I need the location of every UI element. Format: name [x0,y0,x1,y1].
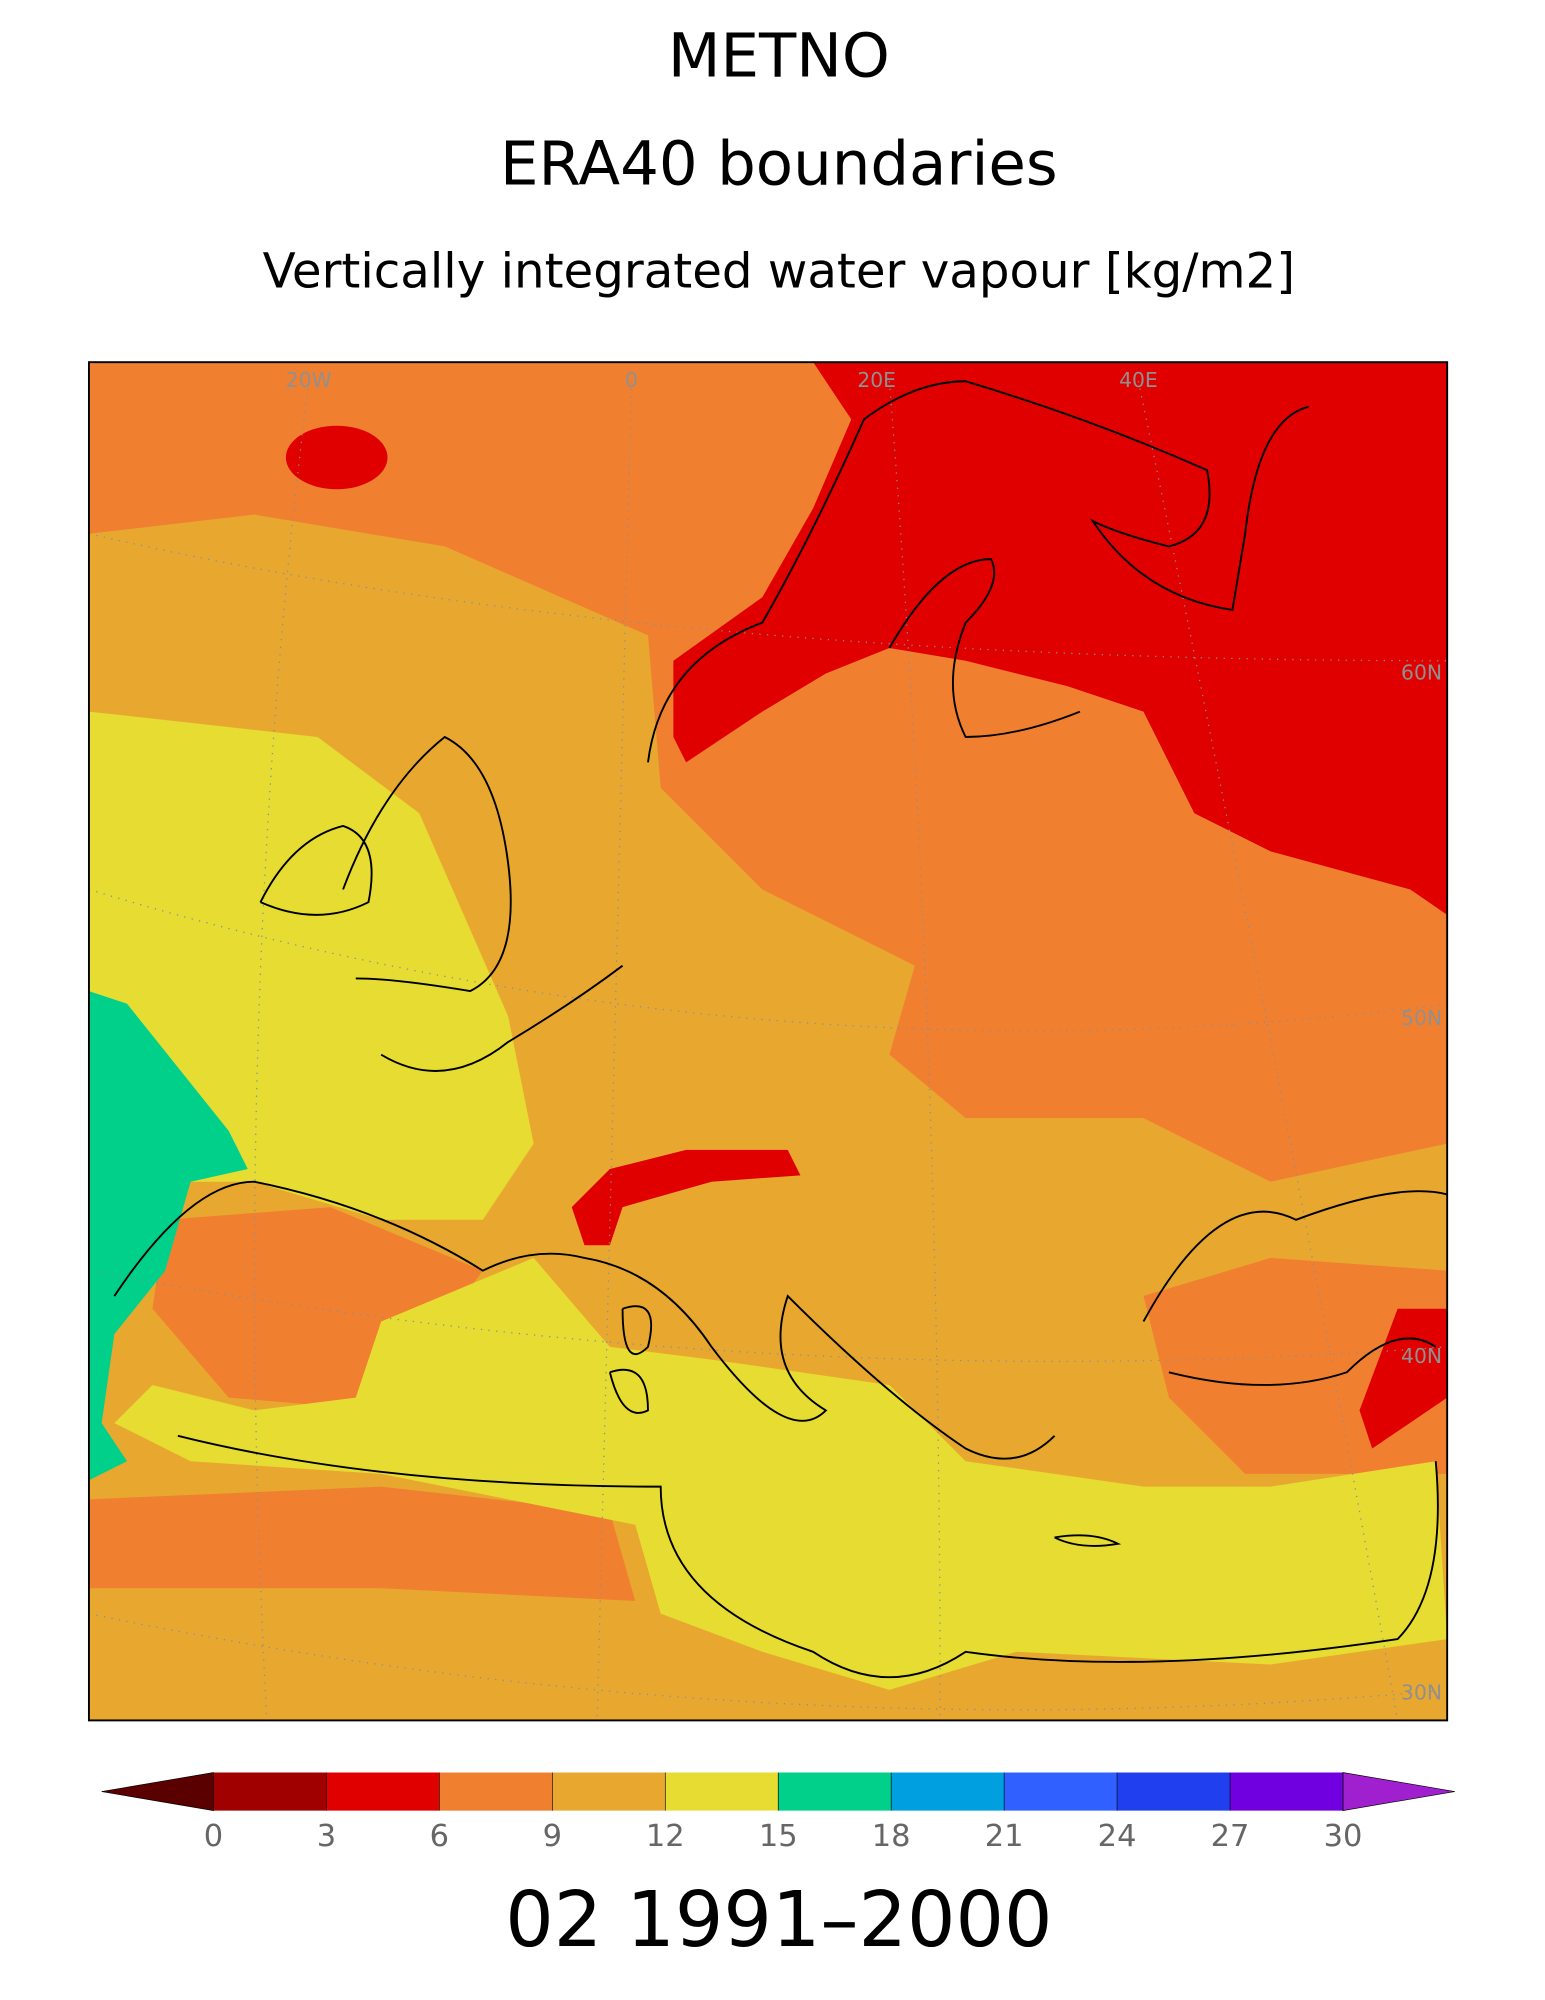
colorbar-extend-high [1342,1772,1455,1811]
coastline [608,1190,1448,1547]
field-region [571,1149,801,1246]
coastline [113,380,1439,1679]
field-region [285,425,388,490]
field-region [88,991,248,1481]
field-region [114,1257,1448,1690]
field-region [88,1486,636,1601]
footer-label: 02 1991–2000 [505,1875,1052,1964]
colorbar-bin [439,1772,553,1811]
colorbar-bin [326,1772,440,1811]
colorbar-tick-label: 3 [317,1819,336,1854]
colorbar: 0 3 6 9 12 15 18 21 24 27 30 [101,1772,1455,1854]
colorbar-bin [778,1772,892,1811]
map: 20W 0 20E 40E 60N 50N 40N 30N [87,361,1449,1722]
colorbar-tick-label: 27 [1211,1819,1250,1854]
colorbar-tick-label: 21 [985,1819,1024,1854]
subtitle: ERA40 boundaries [500,128,1058,199]
title: METNO [668,20,890,91]
colorbar-bin [1004,1772,1118,1811]
colorbar-tick-label: 18 [872,1819,911,1854]
latitude-label: 50N [1401,1006,1442,1030]
latitude-label: 30N [1401,1681,1442,1705]
colorbar-tick-label: 0 [204,1819,223,1854]
field-region [673,362,1448,915]
colorbar-bin [665,1772,779,1811]
longitude-label: 0 [625,368,638,392]
colorbar-extend-low [101,1772,214,1811]
map-frame [87,361,1449,1722]
colorbar-bin [891,1772,1005,1811]
variable-title: Vertically integrated water vapour [kg/m… [263,244,1295,300]
longitude-label: 40E [1119,368,1158,392]
colorbar-bin [1117,1772,1231,1811]
colorbar-tick-label: 9 [543,1819,562,1854]
colorbar-tick-label: 12 [646,1819,685,1854]
colorbar-bin [552,1772,666,1811]
field-region [1359,1308,1448,1449]
field-region [88,711,534,1373]
colorbar-tick-label: 30 [1324,1819,1363,1854]
longitude-label: 20W [286,368,332,392]
colorbar-bin [213,1772,327,1811]
colorbar-tick-label: 6 [430,1819,449,1854]
longitude-label: 20E [857,368,896,392]
latitude-label: 40N [1401,1344,1442,1368]
colorbar-tick-label: 24 [1098,1819,1137,1854]
colorbar-bin [1230,1772,1343,1811]
colorbar-tick-label: 15 [759,1819,798,1854]
latitude-label: 60N [1401,660,1442,684]
